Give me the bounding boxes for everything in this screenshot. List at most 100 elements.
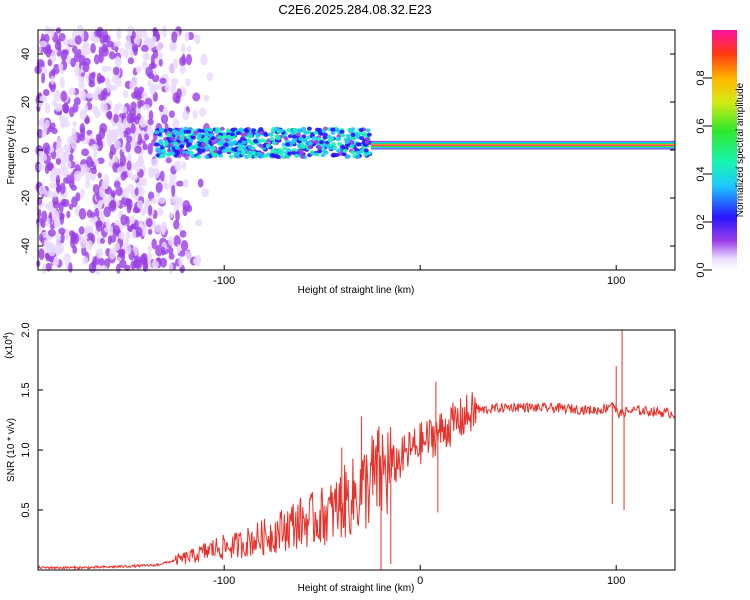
heatmap-scatter-cell <box>313 130 319 135</box>
heatmap-noise-cell <box>68 87 76 96</box>
heatmap-noise-cell <box>147 118 154 126</box>
heatmap-scatter-cell <box>236 147 242 152</box>
heatmap-noise-cell <box>176 88 182 99</box>
heatmap-scatter-cell <box>172 129 178 134</box>
heatmap-noise-cell <box>36 163 45 171</box>
heatmap-noise-cell <box>158 58 163 67</box>
heatmap-noise-cell <box>168 262 174 275</box>
heatmap-scatter-cell <box>342 148 348 153</box>
heatmap-scatter-cell <box>217 135 223 140</box>
heatmap-scatter-cell <box>349 141 355 146</box>
heatmap-scatter-cell <box>211 140 217 145</box>
heatmap-scatter-cell <box>204 155 210 160</box>
heatmap-noise-cell <box>114 56 122 67</box>
heatmap-noise-cell <box>41 210 48 223</box>
heatmap-scatter-cell <box>361 131 367 136</box>
heatmap-noise-cell <box>91 71 96 79</box>
heatmap-noise-cell <box>126 160 132 171</box>
heatmap-scatter-cell <box>334 128 340 133</box>
heatmap-scatter-cell <box>226 134 232 139</box>
heatmap-xtick-label: -100 <box>213 275 235 287</box>
heatmap-noise-cell <box>41 220 46 229</box>
colorbar-tick-label: 0.8 <box>695 70 707 85</box>
heatmap-ytick-label: -40 <box>20 238 32 254</box>
heatmap-scatter-cell <box>204 145 210 150</box>
heatmap-noise-cell <box>56 137 63 146</box>
heatmap-scatter-cell <box>336 148 342 153</box>
heatmap-noise-cell <box>95 248 104 259</box>
heatmap-scatter-cell <box>179 134 185 139</box>
heatmap-scatter-cell <box>200 148 206 153</box>
heatmap-noise-cell <box>109 51 116 60</box>
heatmap-scatter-cell <box>283 136 289 141</box>
heatmap-noise-cell <box>96 135 103 147</box>
heatmap-noise-cell <box>82 256 89 265</box>
heatmap-scatter-cell <box>265 143 271 148</box>
heatmap-noise-cell <box>73 97 81 106</box>
heatmap-noise-cell <box>98 52 104 64</box>
heatmap-scatter-cell <box>358 128 364 133</box>
heatmap-noise-cell <box>155 41 163 52</box>
heatmap-noise-cell <box>135 65 142 74</box>
heatmap-scatter-cell <box>366 132 372 137</box>
heatmap-scatter-cell <box>181 152 187 157</box>
heatmap-scatter-cell <box>183 138 189 143</box>
heatmap-scatter-cell <box>339 144 345 149</box>
heatmap-scatter-cell <box>230 128 236 133</box>
heatmap-scatter-cell <box>196 154 202 159</box>
colorbar-ticks: 0.0 0.2 0.4 0.6 0.8 <box>695 70 712 278</box>
heatmap-noise-cell <box>159 77 167 84</box>
heatmap-noise-cell <box>53 220 60 229</box>
heatmap-noise-cell <box>43 238 49 249</box>
heatmap-noise-cell <box>156 207 164 216</box>
heatmap-noise-cell <box>52 191 59 198</box>
heatmap-noise-cell <box>55 232 61 245</box>
heatmap-noise-cell <box>109 249 116 260</box>
heatmap-noise-cell <box>171 184 176 197</box>
heatmap-noise-cell <box>135 227 143 237</box>
heatmap-noise-cell <box>126 202 132 214</box>
heatmap-scatter-cell <box>365 128 371 133</box>
heatmap-scatter-cell <box>230 135 236 140</box>
heatmap-noise-cell <box>126 135 133 143</box>
heatmap-scatter-cell <box>286 128 292 133</box>
heatmap-noise-cell <box>121 196 129 206</box>
heatmap-noise-cell <box>78 208 87 220</box>
heatmap-noise-cell <box>113 180 121 189</box>
heatmap-noise-cell <box>124 244 132 255</box>
heatmap-scatter-cell <box>188 138 194 143</box>
heatmap-noise-cell <box>112 66 120 76</box>
heatmap-scatter-cell <box>345 133 351 138</box>
heatmap-noise-cell <box>136 112 142 121</box>
heatmap-noise-cell <box>130 174 138 182</box>
heatmap-noise-cell <box>125 231 131 240</box>
heatmap-noise-cell <box>47 163 54 171</box>
heatmap-noise-cell <box>126 112 134 124</box>
heatmap-noise-cell <box>63 150 70 162</box>
heatmap-noise-cell <box>81 148 89 157</box>
heatmap-noise-cell <box>113 139 121 149</box>
heatmap-noise-cell <box>131 30 136 40</box>
snr-xlabel: Height of straight line (km) <box>298 583 415 594</box>
heatmap-noise-cell <box>180 240 189 252</box>
heatmap-scatter-cells <box>153 126 373 160</box>
heatmap-scatter-cell <box>173 141 179 146</box>
heatmap-scatter-cell <box>336 136 342 141</box>
heatmap-scatter-cell <box>235 151 241 156</box>
snr-panel: 0.5 1.0 1.5 2.0 -100 0 100 Height of straight… <box>3 322 676 594</box>
heatmap-noise-cell <box>41 263 47 275</box>
heatmap-noise-cell <box>68 230 75 237</box>
heatmap-noise-cell <box>168 110 175 118</box>
heatmap-scatter-cell <box>203 127 209 132</box>
heatmap-ytick-label: 20 <box>20 96 32 108</box>
heatmap-scatter-cell <box>292 134 298 139</box>
heatmap-scatter-cell <box>235 131 241 136</box>
heatmap-noise-cell <box>108 200 117 212</box>
heatmap-noise-cell <box>118 231 125 240</box>
heatmap-scatter-cell <box>196 147 202 152</box>
heatmap-scatter-cell <box>322 149 328 154</box>
heatmap-scatter-cell <box>187 146 193 151</box>
heatmap-scatter-cell <box>218 153 224 158</box>
heatmap-noise-cell <box>93 54 100 65</box>
heatmap-y-ticks: -40 -20 0 20 40 <box>20 48 675 254</box>
